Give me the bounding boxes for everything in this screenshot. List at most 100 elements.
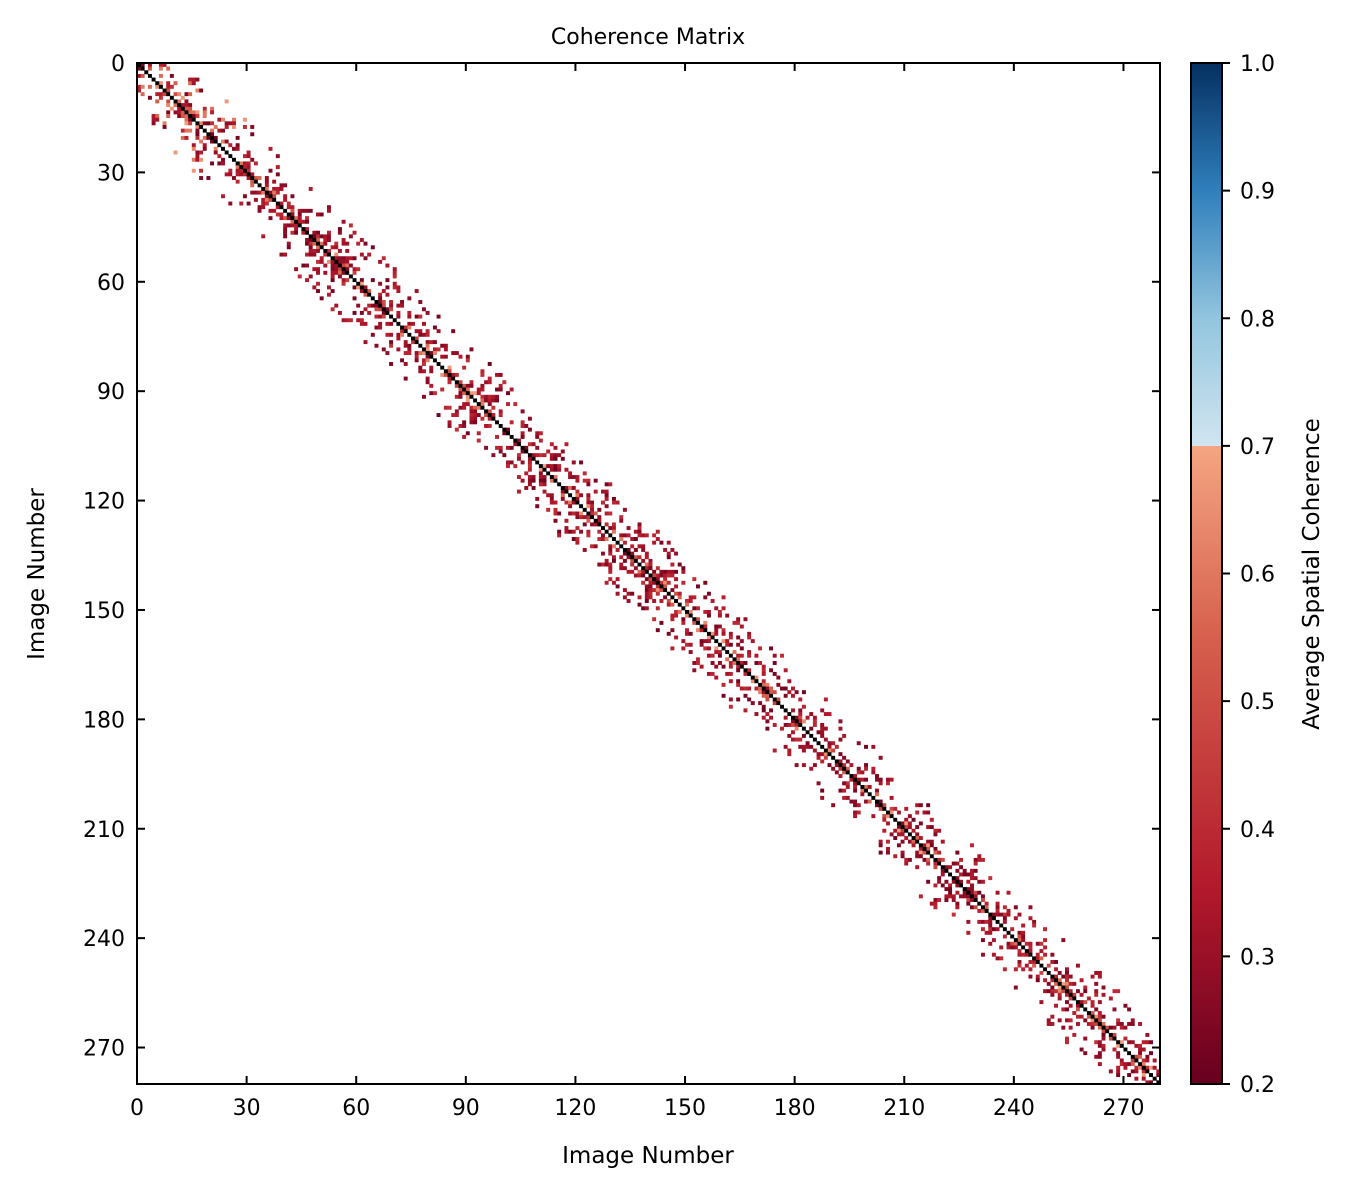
heatmap-cell — [432, 351, 437, 356]
heatmap-cell — [951, 912, 956, 917]
heatmap-cell — [663, 573, 668, 578]
diagonal-cell — [622, 547, 627, 552]
heatmap-cell — [915, 803, 920, 808]
heatmap-cell — [674, 577, 679, 582]
heatmap-cell — [948, 887, 953, 892]
heatmap-cell — [637, 533, 642, 538]
diagonal-cell — [1035, 960, 1040, 964]
heatmap-cell — [158, 66, 163, 71]
heatmap-cell — [557, 453, 562, 458]
heatmap-cell — [484, 398, 489, 403]
heatmap-cell — [279, 212, 284, 217]
heatmap-cell — [747, 653, 752, 658]
heatmap-cell — [922, 850, 927, 855]
heatmap-cell — [359, 238, 364, 242]
heatmap-cell — [421, 307, 426, 312]
heatmap-cell — [177, 92, 182, 97]
heatmap-cell — [147, 95, 152, 100]
heatmap-cell — [1046, 963, 1051, 968]
y-tick-label: 30 — [97, 161, 125, 186]
heatmap-cell — [761, 671, 766, 676]
heatmap-cell — [235, 172, 240, 177]
heatmap-cell — [345, 267, 350, 272]
heatmap-cell — [1002, 934, 1007, 939]
heatmap-cell — [970, 872, 974, 877]
heatmap-cell — [480, 394, 485, 399]
heatmap-cell — [495, 445, 500, 450]
heatmap-cell — [158, 63, 163, 67]
heatmap-cell — [706, 653, 711, 658]
heatmap-cell — [1006, 945, 1011, 950]
heatmap-cell — [853, 803, 858, 808]
heatmap-cell — [564, 518, 569, 523]
heatmap-cell — [345, 259, 350, 264]
heatmap-cell — [341, 263, 346, 268]
heatmap-cell — [367, 289, 372, 294]
heatmap-cell — [812, 763, 817, 768]
diagonal-cell — [820, 744, 825, 749]
diagonal-cell — [743, 668, 748, 673]
heatmap-cell — [761, 704, 766, 709]
heatmap-cell — [655, 591, 660, 596]
heatmap-cell — [885, 839, 890, 844]
heatmap-cell — [1065, 1036, 1069, 1041]
heatmap-cell — [224, 99, 229, 104]
heatmap-cell — [809, 726, 814, 731]
heatmap-cell — [1130, 1018, 1135, 1023]
heatmap-cell — [429, 383, 434, 388]
heatmap-cell — [1134, 1043, 1139, 1048]
y-tick-label: 60 — [97, 271, 125, 296]
heatmap-cell — [473, 416, 478, 421]
heatmap-cell — [228, 168, 233, 173]
heatmap-cell — [367, 252, 372, 257]
heatmap-cell — [337, 270, 342, 275]
diagonal-cell — [882, 806, 887, 811]
heatmap-cell — [465, 354, 470, 359]
diagonal-cell — [158, 84, 163, 89]
heatmap-cell — [272, 208, 277, 213]
heatmap-cell — [469, 405, 474, 410]
heatmap-cell — [1116, 1073, 1121, 1078]
heatmap-cell — [297, 212, 302, 217]
heatmap-cell — [487, 423, 492, 428]
heatmap-cell — [984, 930, 989, 935]
heatmap-cell — [933, 865, 938, 870]
heatmap-cell — [1101, 992, 1106, 997]
heatmap-cell — [509, 420, 514, 425]
heatmap-cell — [710, 599, 715, 603]
heatmap-cell — [210, 128, 215, 133]
heatmap-cell — [644, 599, 649, 603]
heatmap-cell — [495, 398, 500, 403]
x-axis-ticks: 0 30 60 90 120 150 180 210 240 270 — [130, 63, 1144, 1121]
heatmap-cell — [557, 511, 562, 516]
heatmap-cell — [915, 810, 920, 815]
heatmap-cell — [429, 391, 434, 396]
diagonal-cell — [801, 726, 806, 731]
diagonal-cell — [1032, 956, 1037, 961]
heatmap-cell — [491, 405, 496, 410]
heatmap-cell — [469, 413, 474, 418]
heatmap-cell — [414, 351, 419, 356]
heatmap-cell — [750, 701, 755, 706]
diagonal-cell — [553, 478, 558, 483]
heatmap-cell — [794, 715, 799, 720]
heatmap-cell — [644, 533, 649, 538]
heatmap-cell — [1028, 960, 1033, 964]
heatmap-cell — [637, 573, 642, 578]
heatmap-cell — [206, 121, 211, 126]
heatmap-cell — [853, 784, 858, 789]
heatmap-cell — [414, 358, 419, 363]
heatmap-cell — [889, 810, 894, 815]
diagonal-cell — [334, 259, 339, 264]
heatmap-cell — [498, 372, 503, 377]
heatmap-cell — [1021, 923, 1026, 928]
heatmap-cell — [301, 219, 306, 224]
heatmap-cell — [980, 927, 985, 932]
heatmap-cell — [900, 828, 905, 833]
heatmap-cell — [977, 857, 982, 862]
heatmap-cell — [933, 832, 938, 837]
heatmap-cell — [611, 544, 616, 549]
heatmap-cell — [180, 103, 185, 108]
heatmap-cell — [389, 340, 394, 345]
heatmap-cell — [1094, 992, 1099, 997]
